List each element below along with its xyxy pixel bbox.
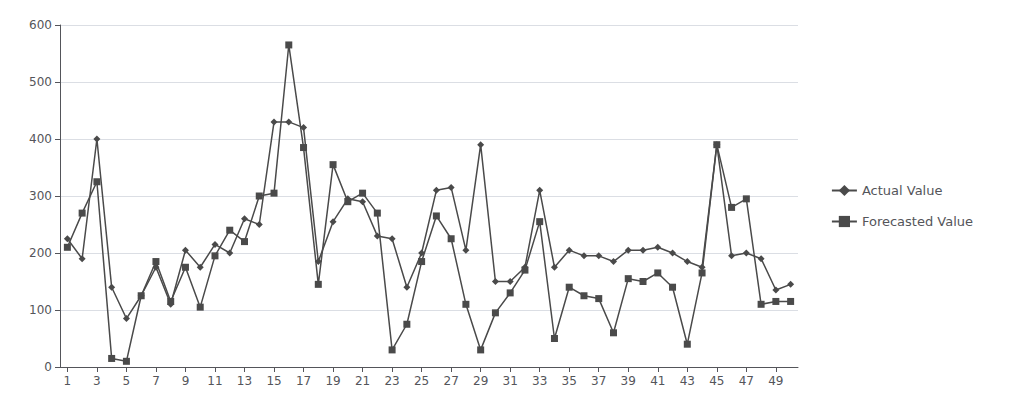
svg-text:Forecasted Value: Forecasted Value <box>862 214 973 229</box>
svg-text:19: 19 <box>325 374 340 388</box>
svg-text:39: 39 <box>621 374 636 388</box>
svg-text:15: 15 <box>266 374 281 388</box>
svg-text:41: 41 <box>650 374 665 388</box>
svg-text:49: 49 <box>768 374 783 388</box>
svg-text:200: 200 <box>29 246 52 260</box>
svg-text:35: 35 <box>562 374 577 388</box>
svg-text:300: 300 <box>29 189 52 203</box>
svg-text:43: 43 <box>680 374 695 388</box>
svg-text:47: 47 <box>739 374 754 388</box>
svg-text:11: 11 <box>207 374 222 388</box>
svg-text:31: 31 <box>503 374 518 388</box>
svg-text:100: 100 <box>29 303 52 317</box>
svg-text:17: 17 <box>296 374 311 388</box>
svg-text:37: 37 <box>591 374 606 388</box>
svg-text:5: 5 <box>123 374 131 388</box>
svg-text:400: 400 <box>29 132 52 146</box>
svg-text:45: 45 <box>709 374 724 388</box>
svg-text:23: 23 <box>384 374 399 388</box>
svg-text:27: 27 <box>443 374 458 388</box>
svg-text:21: 21 <box>355 374 370 388</box>
svg-text:3: 3 <box>93 374 101 388</box>
svg-text:0: 0 <box>44 360 52 374</box>
svg-text:Actual Value: Actual Value <box>862 183 943 198</box>
svg-text:7: 7 <box>152 374 160 388</box>
svg-text:33: 33 <box>532 374 547 388</box>
svg-text:9: 9 <box>182 374 190 388</box>
svg-text:13: 13 <box>237 374 252 388</box>
svg-text:29: 29 <box>473 374 488 388</box>
svg-text:25: 25 <box>414 374 429 388</box>
svg-text:1: 1 <box>64 374 72 388</box>
svg-text:600: 600 <box>29 18 52 32</box>
svg-text:500: 500 <box>29 75 52 89</box>
